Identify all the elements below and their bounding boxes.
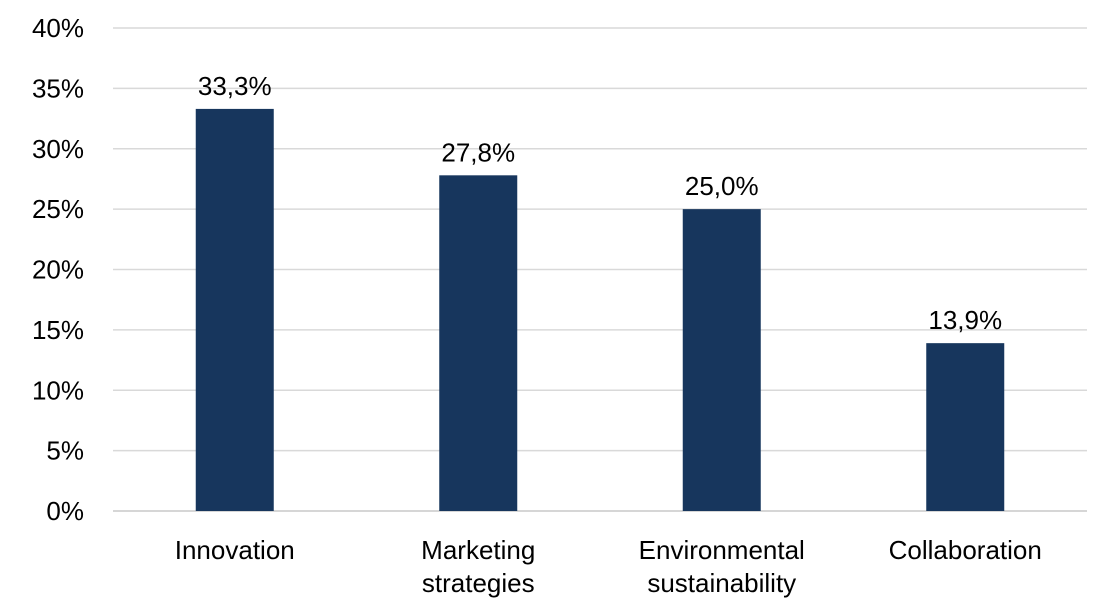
category-label-line: strategies [422,568,535,598]
y-tick-label: 20% [32,255,84,285]
category-label-line: Collaboration [889,535,1042,565]
y-tick-label: 25% [32,194,84,224]
category-label-line: sustainability [647,568,796,598]
bars [195,108,1005,511]
category-label-line: Innovation [175,535,295,565]
category-label: Marketing strategies [421,535,535,598]
y-tick-label: 10% [32,375,84,405]
data-label: 13,9% [928,305,1002,335]
bar [682,209,761,511]
category-label: Innovation [175,535,295,565]
y-tick-label: 15% [32,315,84,345]
gridlines [113,27,1087,512]
y-tick-label: 5% [46,436,84,466]
y-tick-label: 35% [32,73,84,103]
data-labels: 33,3% 27,8% 25,0% 13,9% [198,71,1002,335]
data-label: 25,0% [685,171,759,201]
bar [195,108,274,511]
category-label-line: Marketing [421,535,535,565]
y-tick-label: 30% [32,134,84,164]
y-tick-label: 40% [32,13,84,43]
category-label: Environmental sustainability [639,535,805,598]
data-label: 33,3% [198,71,272,101]
y-axis-tick-labels: 0% 5% 10% 15% 20% 25% 30% 35% 40% [32,13,84,526]
bar [439,175,518,511]
data-label: 27,8% [441,137,515,167]
bar [926,343,1005,511]
y-tick-label: 0% [46,496,84,526]
x-axis-category-labels: Innovation Marketing strategies Environment… [175,535,1042,598]
category-label: Collaboration [889,535,1042,565]
category-label-line: Environmental [639,535,805,565]
